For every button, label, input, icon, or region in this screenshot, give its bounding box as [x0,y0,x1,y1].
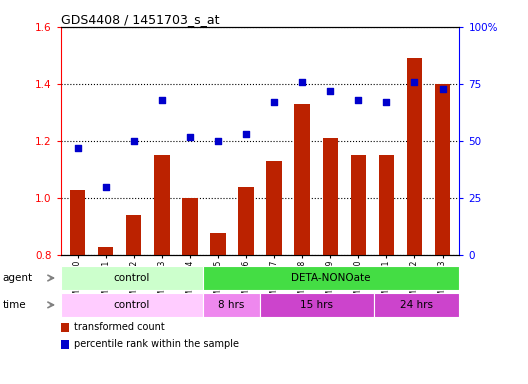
Point [101,184,110,190]
Point [129,138,138,144]
Bar [182,198,197,384]
Point [326,88,334,94]
Bar [61,266,203,290]
Text: transformed count: transformed count [74,322,165,332]
Point [410,79,419,85]
Bar [61,323,69,332]
Bar [203,293,260,317]
Bar [154,156,169,384]
Bar [323,138,338,384]
Point [73,145,82,151]
Text: time: time [3,300,26,310]
Point [157,97,166,103]
Point [186,134,194,140]
Text: control: control [114,273,150,283]
Text: percentile rank within the sample: percentile rank within the sample [74,339,240,349]
Bar [351,156,366,384]
Point [354,97,363,103]
Bar [203,266,459,290]
Bar [98,247,114,384]
Bar [126,215,142,384]
Bar [266,161,282,384]
Text: 15 hrs: 15 hrs [300,300,334,310]
Bar [210,233,225,384]
Text: 8 hrs: 8 hrs [219,300,245,310]
Bar [374,293,459,317]
Bar [61,340,69,349]
Bar [379,156,394,384]
Text: control: control [114,300,150,310]
Point [270,99,278,105]
Bar [407,58,422,384]
Text: agent: agent [3,273,33,283]
Bar [260,293,374,317]
Point [298,79,306,85]
Point [242,131,250,137]
Text: 24 hrs: 24 hrs [400,300,433,310]
Bar [435,84,450,384]
Text: GDS4408 / 1451703_s_at: GDS4408 / 1451703_s_at [61,13,219,26]
Bar [61,293,203,317]
Bar [70,190,86,384]
Point [382,99,391,105]
Point [214,138,222,144]
Text: DETA-NONOate: DETA-NONOate [291,273,371,283]
Bar [295,104,310,384]
Point [438,86,447,92]
Bar [238,187,254,384]
